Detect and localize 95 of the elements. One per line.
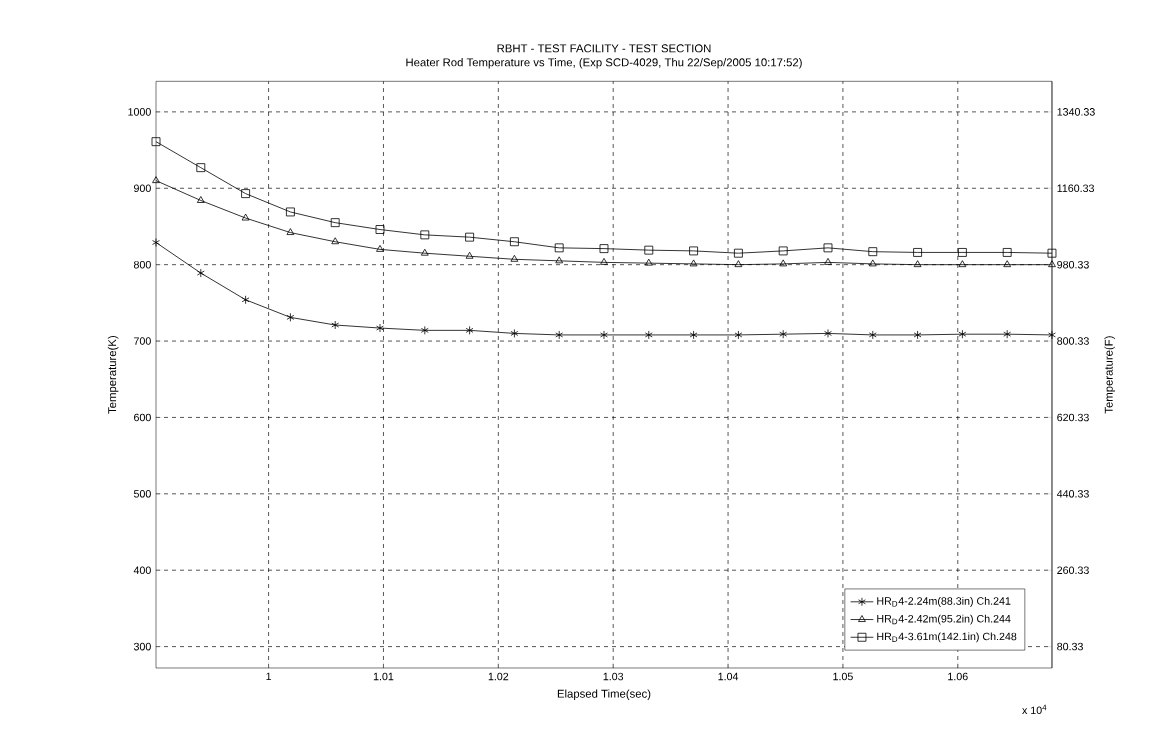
y2-tick-label: 80.33 — [1057, 642, 1083, 651]
point — [734, 330, 743, 340]
point — [958, 260, 967, 268]
y2-tick-label: 1160.33 — [1057, 184, 1094, 193]
point — [286, 228, 295, 235]
point — [196, 163, 206, 173]
point — [152, 238, 160, 247]
point — [152, 176, 160, 184]
point — [868, 330, 877, 340]
point — [286, 312, 295, 322]
point — [465, 325, 474, 335]
y-axis-title: Temperature(K) — [107, 335, 119, 414]
point — [1048, 330, 1056, 340]
point — [689, 246, 698, 256]
point — [376, 244, 384, 252]
point — [510, 254, 519, 262]
x-tick-label: 1.01 — [373, 672, 394, 681]
point — [824, 329, 832, 338]
point — [689, 330, 698, 340]
legend-label: HR$_{D}$4-3.61m(142.1in) Ch.248 — [877, 632, 1017, 643]
point — [554, 243, 564, 253]
point — [1047, 248, 1057, 258]
point — [241, 295, 250, 305]
legend-label: HR$_{D}$4-2.42m(95.2in) Ch.244 — [877, 614, 1011, 625]
x-tick-label: 1.05 — [833, 672, 853, 681]
y-tick-label: 600 — [134, 413, 151, 422]
point — [823, 243, 833, 253]
x-tick-label: 1 — [266, 672, 272, 681]
y2-tick-label: 800.33 — [1057, 337, 1089, 345]
point — [465, 251, 474, 259]
point — [1003, 329, 1012, 339]
point — [913, 248, 922, 257]
chart-subtitle: Heater Rod Temperature vs Time, (Exp SCD-4029, Thu 22/Sep/2005 10:17:52) — [406, 58, 802, 69]
point — [555, 330, 564, 340]
x-tick-label: 1.04 — [718, 672, 739, 681]
point — [376, 323, 384, 333]
point — [734, 260, 743, 268]
point — [331, 320, 340, 330]
y-tick-label: 700 — [134, 337, 151, 345]
chart-title: RBHT - TEST FACILITY - TEST SECTION — [497, 44, 711, 53]
point — [375, 225, 385, 234]
point — [420, 248, 429, 256]
point — [644, 258, 653, 266]
x-axis-title: Elapsed Time(sec) — [557, 689, 651, 700]
x-tick-label: 1.02 — [488, 672, 509, 681]
y2-tick-label: 440.33 — [1056, 490, 1089, 498]
y2-tick-label: 1340.33 — [1057, 108, 1095, 116]
y-tick-label: 500 — [133, 490, 151, 498]
point — [958, 329, 967, 339]
point — [510, 237, 519, 247]
point — [779, 259, 788, 267]
point — [824, 257, 832, 265]
y-tick-label: 1000 — [128, 108, 151, 116]
point — [644, 245, 654, 255]
point — [1002, 248, 1012, 257]
point — [779, 329, 788, 339]
point — [913, 330, 922, 340]
point — [868, 259, 877, 267]
point — [196, 196, 205, 203]
y-tick-label: 300 — [133, 642, 151, 651]
point — [196, 268, 205, 278]
point — [241, 189, 250, 199]
legend-label: HR$_{D}$4-2.24m(88.3in) Ch.241 — [877, 596, 1011, 607]
point — [644, 330, 653, 340]
y2-tick-label: 980.33 — [1057, 260, 1089, 269]
point — [151, 137, 161, 147]
y-tick-label: 400 — [133, 566, 151, 574]
point — [1048, 260, 1056, 268]
point — [1003, 260, 1012, 268]
point — [868, 247, 878, 257]
point — [555, 256, 564, 264]
x-tick-label: 1.03 — [603, 672, 624, 681]
point — [286, 207, 295, 217]
y-tick-label: 800 — [133, 260, 151, 269]
point — [420, 325, 429, 335]
point — [420, 230, 430, 240]
point — [465, 232, 474, 242]
y2-tick-label: 620.33 — [1057, 413, 1089, 422]
point — [778, 246, 788, 256]
y-tick-label: 900 — [134, 184, 151, 193]
point — [241, 213, 250, 221]
x-tick-label: 1.06 — [948, 672, 968, 681]
point — [689, 259, 698, 267]
y2-axis-title: Temperature(F) — [1104, 336, 1115, 414]
point — [913, 260, 922, 268]
y2-tick-label: 260.33 — [1057, 566, 1089, 574]
point — [331, 237, 340, 245]
point — [600, 330, 608, 340]
point — [599, 244, 609, 254]
point — [330, 218, 340, 228]
point — [957, 248, 967, 257]
point — [733, 248, 743, 258]
point — [600, 257, 608, 265]
point — [510, 329, 519, 338]
text: x 10$^{4}$ — [1022, 704, 1047, 715]
